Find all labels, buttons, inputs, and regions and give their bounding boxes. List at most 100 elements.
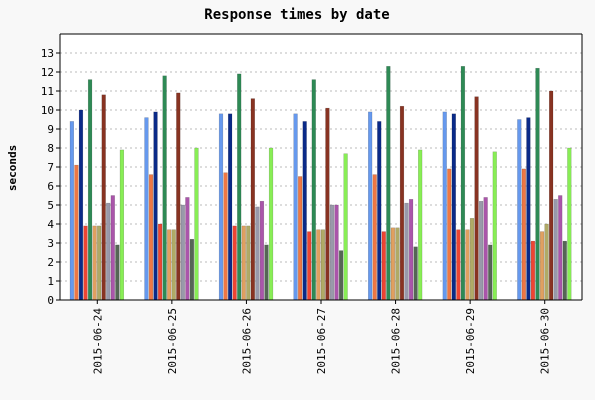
bar [334,204,339,301]
bar [465,229,470,301]
bar [469,218,475,301]
chart-title: Response times by date [204,7,389,23]
y-tick-label: 13 [41,47,54,60]
bar [535,67,540,301]
bar [115,244,120,301]
bar [549,90,554,301]
bar [539,231,545,301]
y-tick-label: 11 [41,85,54,98]
y-tick-label: 9 [47,123,54,136]
bar [377,121,382,301]
bar [110,195,115,301]
bar [404,202,409,301]
bar [106,202,111,301]
bar [399,105,405,301]
bar [456,229,461,301]
bar [144,117,149,301]
bar [237,73,242,301]
bar [460,66,466,301]
x-tick-label: 2015-06-25 [166,308,179,374]
y-tick-label: 8 [47,142,54,155]
y-axis-label: seconds [6,145,19,191]
bar [311,79,316,301]
x-tick-label: 2015-06-26 [240,308,253,374]
bar [474,96,479,301]
bar [413,246,418,301]
bar [325,107,330,301]
bar [92,225,97,301]
y-tick-label: 12 [41,66,54,79]
y-tick-label: 7 [47,161,54,174]
x-tick-label: 2015-06-24 [91,308,104,375]
y-tick-label: 10 [41,104,54,117]
bar [483,197,488,301]
bar [562,240,567,301]
bar [320,229,325,301]
bar [526,117,531,301]
bar [69,121,74,301]
y-tick-label: 4 [47,218,54,231]
bar [194,147,199,301]
bar [488,244,493,301]
bar [478,200,484,301]
bar [343,153,348,301]
bar [119,149,125,301]
bar [521,168,526,301]
bar [246,225,251,301]
bar [153,111,158,301]
bar [87,79,93,301]
bar [418,149,423,301]
bar [302,121,307,301]
bar [218,113,224,301]
bar [180,204,185,301]
bar [171,229,176,301]
bar [223,172,228,301]
bar [232,225,237,301]
bar [408,199,414,301]
y-tick-label: 5 [47,199,54,212]
x-tick-label: 2015-06-28 [390,308,403,374]
bar [259,200,265,301]
bar [442,111,447,301]
bar [307,231,312,301]
bar [167,229,172,301]
bar [250,98,255,301]
bar [447,168,452,301]
bar [368,111,373,301]
bar [395,227,400,301]
y-tick-label: 6 [47,180,54,193]
x-tick-label: 2015-06-27 [315,308,328,374]
y-tick-label: 2 [47,256,54,269]
bar [148,174,154,301]
y-tick-label: 3 [47,237,54,250]
bar [241,225,246,301]
bar [386,66,391,301]
bar [97,225,102,301]
bar [530,240,536,301]
y-tick-label: 1 [47,275,54,288]
bar [517,119,522,301]
bar [74,164,79,301]
bar [553,199,558,301]
bar [176,92,181,301]
bar [101,94,106,301]
bar [372,174,377,301]
bar [381,231,386,301]
bar [78,109,84,301]
bar [298,176,303,301]
bar [185,197,190,301]
bar [558,195,563,301]
bar [293,113,298,301]
bar [189,238,195,301]
bar [451,113,456,301]
bar [255,206,260,301]
x-tick-label: 2015-06-30 [539,308,552,374]
bar [390,227,396,301]
bar [316,229,321,301]
bar [227,113,233,301]
x-tick-label: 2015-06-29 [464,308,477,374]
bar [264,244,269,301]
bar [162,75,167,301]
